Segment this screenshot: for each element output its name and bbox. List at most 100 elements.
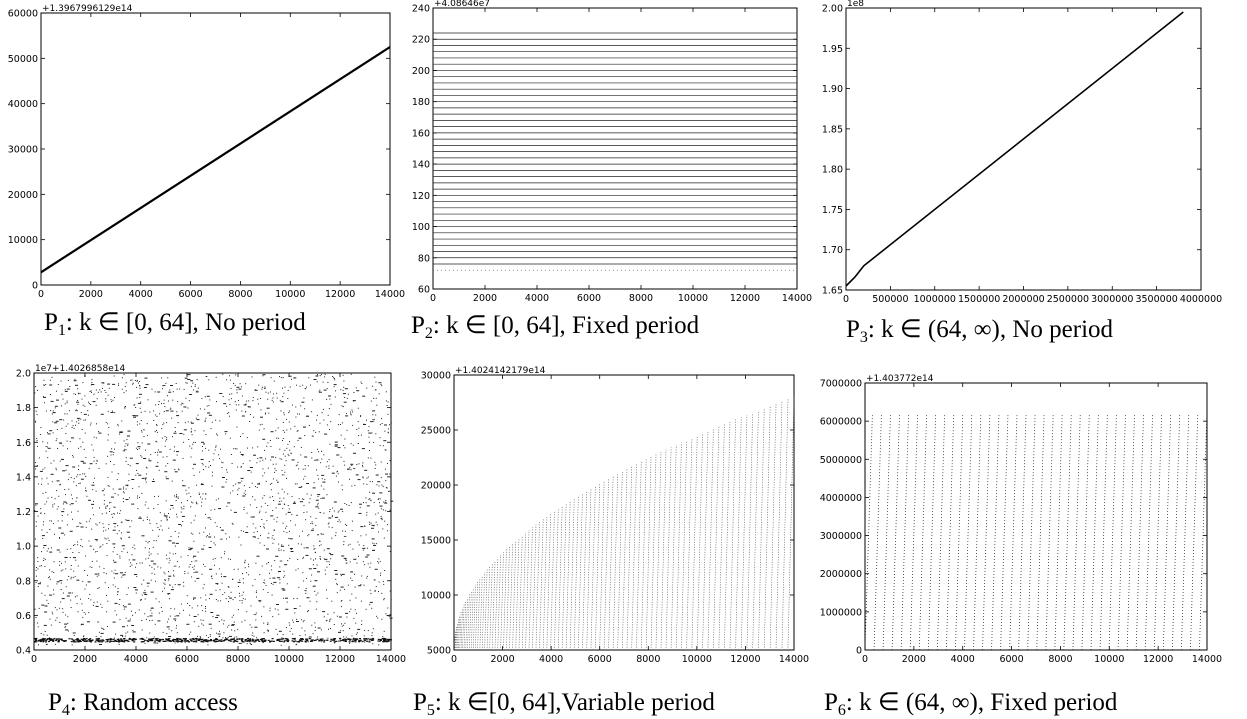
data-point [102, 387, 103, 389]
data-point [328, 561, 330, 563]
data-point [248, 574, 250, 576]
data-point [306, 638, 309, 640]
x-tick-label: 10000 [682, 654, 712, 665]
data-point [83, 640, 86, 642]
data-point [286, 429, 288, 431]
data-point [140, 401, 142, 403]
data-point [225, 598, 227, 600]
data-point [34, 638, 37, 640]
data-point [84, 570, 86, 571]
data-point [201, 483, 203, 484]
data-point [175, 500, 177, 501]
data-point [241, 640, 244, 642]
data-point [242, 495, 246, 497]
data-point [326, 461, 328, 463]
sawtooth-segment [473, 584, 476, 648]
sawtooth-segment [991, 413, 1000, 651]
data-point [295, 465, 297, 467]
data-point [64, 561, 66, 563]
data-point [369, 589, 371, 591]
data-point [345, 562, 347, 564]
y-tick-label: 180 [412, 97, 430, 108]
data-point [288, 421, 290, 423]
data-point [290, 453, 292, 455]
data-point [110, 399, 112, 401]
data-point [226, 538, 227, 540]
data-point [205, 599, 207, 601]
data-point [81, 609, 83, 611]
sawtooth-segment [617, 471, 623, 648]
data-point [344, 523, 346, 525]
sawtooth-segment [1144, 413, 1154, 651]
data-point [71, 420, 73, 422]
data-point [96, 398, 98, 400]
data-point [385, 449, 387, 451]
data-point [272, 401, 274, 403]
data-point [135, 566, 136, 568]
data-point [176, 516, 178, 518]
data-point [292, 404, 293, 406]
data-point [387, 524, 389, 526]
data-point [228, 595, 230, 597]
data-point [77, 388, 79, 390]
data-point [71, 437, 74, 439]
data-point [330, 638, 333, 640]
data-point [219, 589, 221, 591]
data-point [231, 639, 234, 641]
data-point [215, 640, 218, 643]
data-point [347, 584, 349, 586]
data-point [351, 485, 353, 487]
data-point [270, 515, 274, 517]
data-point [137, 442, 139, 444]
data-point [341, 555, 345, 557]
data-point [147, 640, 150, 643]
data-point [225, 433, 227, 435]
data-point [281, 469, 283, 471]
data-point [103, 572, 105, 574]
data-point [156, 431, 158, 433]
data-point [74, 544, 76, 546]
data-point [293, 446, 295, 448]
data-point [76, 476, 78, 478]
data-point [385, 400, 387, 402]
x-tick-label: 2000000 [1002, 294, 1044, 305]
data-point [369, 523, 371, 525]
data-point [343, 393, 346, 395]
data-point [168, 640, 171, 642]
data-point [250, 605, 252, 607]
data-point [98, 573, 100, 575]
data-point [269, 391, 271, 393]
data-point [144, 594, 148, 595]
data-point [314, 551, 316, 553]
data-point [39, 581, 41, 583]
data-point [256, 637, 258, 639]
data-point [105, 641, 107, 643]
data-point [274, 608, 276, 610]
data-point [56, 399, 59, 401]
data-point [221, 486, 225, 488]
data-point [107, 505, 108, 507]
data-point [270, 640, 273, 642]
data-point [373, 418, 375, 420]
data-point [82, 382, 84, 384]
data-point [183, 406, 187, 408]
data-point [251, 638, 254, 640]
data-point [82, 441, 84, 443]
data-point [267, 392, 269, 394]
data-point [40, 513, 42, 514]
data-point [270, 459, 272, 461]
data-point [47, 433, 51, 435]
data-point [98, 431, 100, 432]
data-point [63, 419, 65, 421]
data-point [263, 428, 265, 430]
data-point [286, 638, 289, 640]
data-point [276, 479, 278, 481]
data-point [184, 377, 188, 379]
data-point [56, 480, 60, 482]
data-point [302, 557, 304, 559]
sawtooth-segment [456, 622, 458, 648]
data-point [196, 379, 198, 381]
data-point [73, 557, 76, 559]
data-point [164, 445, 166, 447]
sawtooth-segment [484, 569, 488, 648]
